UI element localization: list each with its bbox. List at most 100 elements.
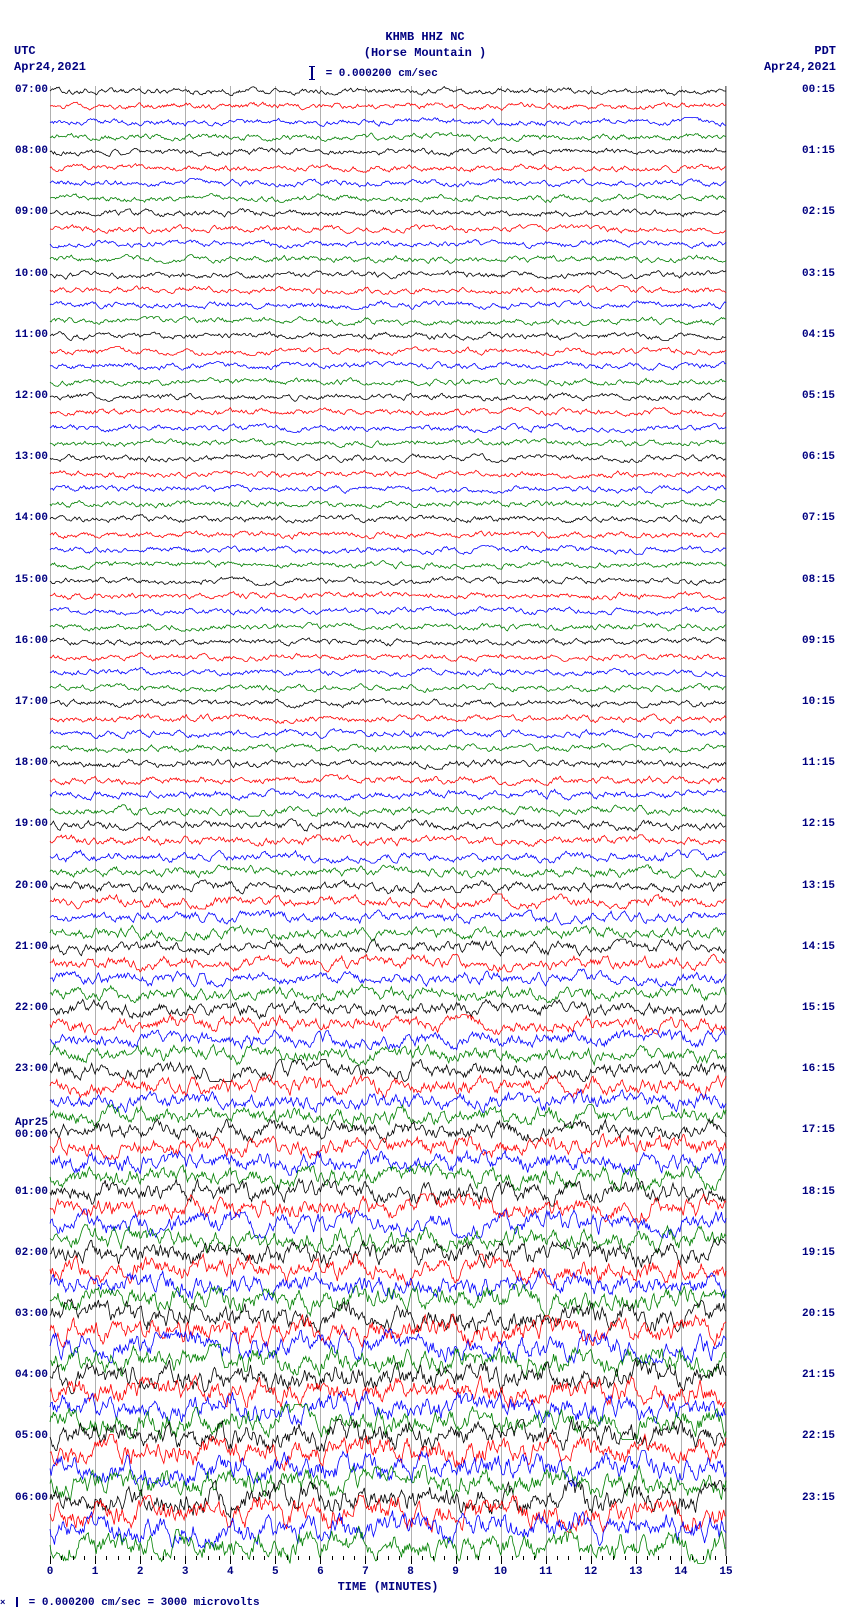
- time-label: 00:00: [15, 1129, 48, 1141]
- gridline: [546, 86, 547, 1556]
- gridline: [320, 86, 321, 1556]
- x-tick-minor: [298, 1556, 299, 1560]
- gridline: [50, 86, 51, 1556]
- time-label: 09:15: [802, 635, 835, 647]
- time-label: 16:15: [802, 1063, 835, 1075]
- time-label: 13:15: [802, 880, 835, 892]
- x-tick-minor: [61, 1556, 62, 1560]
- time-label: 11:00: [15, 329, 48, 341]
- gridline: [275, 86, 276, 1556]
- time-label: 20:00: [15, 880, 48, 892]
- x-tick-minor: [534, 1556, 535, 1560]
- footer-scale: × = 0.000200 cm/sec = 3000 microvolts: [0, 1597, 260, 1609]
- x-tick-major: [681, 1556, 682, 1564]
- x-tick-major: [636, 1556, 637, 1564]
- tz-right-block: PDT Apr24,2021: [764, 44, 836, 75]
- x-tick-minor: [264, 1556, 265, 1560]
- x-tick-major: [411, 1556, 412, 1564]
- time-label: 22:00: [15, 1002, 48, 1014]
- footer-scale-bar-icon: [16, 1597, 18, 1607]
- time-label: 22:15: [802, 1430, 835, 1442]
- x-tick-major: [50, 1556, 51, 1564]
- x-tick-minor: [422, 1556, 423, 1560]
- x-tick-label: 4: [227, 1566, 234, 1578]
- x-tick-minor: [377, 1556, 378, 1560]
- header-block: KHMB HHZ NC (Horse Mountain ): [0, 30, 850, 61]
- x-tick-minor: [163, 1556, 164, 1560]
- time-label: 21:00: [15, 941, 48, 953]
- x-tick-minor: [489, 1556, 490, 1560]
- time-label: 08:15: [802, 574, 835, 586]
- x-tick-major: [230, 1556, 231, 1564]
- time-label: 09:00: [15, 206, 48, 218]
- x-tick-minor: [580, 1556, 581, 1560]
- x-tick-minor: [613, 1556, 614, 1560]
- time-label: 04:15: [802, 329, 835, 341]
- time-label: 10:15: [802, 696, 835, 708]
- time-label: 23:00: [15, 1063, 48, 1075]
- time-label: 18:00: [15, 757, 48, 769]
- gridline: [681, 86, 682, 1556]
- x-tick-minor: [309, 1556, 310, 1560]
- time-label: 04:00: [15, 1369, 48, 1381]
- x-axis-title: TIME (MINUTES): [50, 1580, 726, 1594]
- time-label: 10:00: [15, 268, 48, 280]
- x-tick-minor: [253, 1556, 254, 1560]
- gridline: [726, 86, 727, 1556]
- station-code: KHMB HHZ NC: [0, 30, 850, 46]
- x-tick-major: [320, 1556, 321, 1564]
- x-tick-label: 1: [92, 1566, 99, 1578]
- x-tick-label: 15: [719, 1566, 732, 1578]
- x-tick-major: [591, 1556, 592, 1564]
- x-tick-major: [726, 1556, 727, 1564]
- tz-right-date: Apr24,2021: [764, 60, 836, 76]
- x-tick-minor: [444, 1556, 445, 1560]
- time-label: 03:15: [802, 268, 835, 280]
- x-tick-minor: [467, 1556, 468, 1560]
- time-label: 16:00: [15, 635, 48, 647]
- x-tick-minor: [388, 1556, 389, 1560]
- x-tick-minor: [208, 1556, 209, 1560]
- time-label: 19:15: [802, 1247, 835, 1259]
- x-tick-minor: [692, 1556, 693, 1560]
- time-label: 20:15: [802, 1308, 835, 1320]
- gridline: [411, 86, 412, 1556]
- x-tick-minor: [647, 1556, 648, 1560]
- footer-scale-text: = 0.000200 cm/sec = 3000 microvolts: [29, 1597, 260, 1609]
- x-tick-label: 13: [629, 1566, 642, 1578]
- x-tick-minor: [602, 1556, 603, 1560]
- scale-bar: = 0.000200 cm/sec: [311, 66, 438, 80]
- x-tick-minor: [73, 1556, 74, 1560]
- time-label: 14:15: [802, 941, 835, 953]
- x-tick-label: 5: [272, 1566, 279, 1578]
- helicorder-page: UTC Apr24,2021 KHMB HHZ NC (Horse Mounta…: [0, 0, 850, 1613]
- x-tick-label: 10: [494, 1566, 507, 1578]
- scale-bar-text: = 0.000200 cm/sec: [326, 68, 438, 80]
- x-tick-label: 2: [137, 1566, 144, 1578]
- x-tick-minor: [658, 1556, 659, 1560]
- gridline: [185, 86, 186, 1556]
- time-label: 07:00: [15, 84, 48, 96]
- x-tick-major: [275, 1556, 276, 1564]
- time-label: 18:15: [802, 1186, 835, 1198]
- x-tick-minor: [399, 1556, 400, 1560]
- time-label: 21:15: [802, 1369, 835, 1381]
- time-label: 01:00: [15, 1186, 48, 1198]
- time-label: 07:15: [802, 512, 835, 524]
- x-tick-label: 7: [362, 1566, 369, 1578]
- x-tick-label: 3: [182, 1566, 189, 1578]
- x-axis: TIME (MINUTES) 0123456789101112131415: [50, 1556, 726, 1596]
- time-label: 05:00: [15, 1430, 48, 1442]
- time-label: 15:00: [15, 574, 48, 586]
- pdt-time-labels: 00:1501:1502:1503:1504:1505:1506:1507:15…: [802, 86, 842, 1556]
- x-tick-major: [501, 1556, 502, 1564]
- x-tick-minor: [118, 1556, 119, 1560]
- x-tick-major: [365, 1556, 366, 1564]
- time-label: 06:00: [15, 1492, 48, 1504]
- time-label: 02:00: [15, 1247, 48, 1259]
- tz-left-date: Apr24,2021: [14, 60, 86, 76]
- gridline: [456, 86, 457, 1556]
- utc-time-labels: 07:0008:0009:0010:0011:0012:0013:0014:00…: [8, 86, 48, 1556]
- station-location: (Horse Mountain ): [0, 46, 850, 62]
- time-label: 03:00: [15, 1308, 48, 1320]
